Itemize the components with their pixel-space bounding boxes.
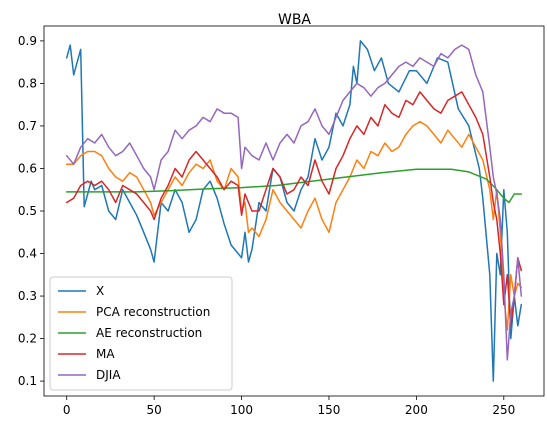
x-tick-label: 50: [146, 403, 161, 417]
x-axis: 0 50 100 150 200 250: [63, 396, 515, 417]
y-tick-label: 0.6: [18, 161, 37, 175]
legend-label: X: [96, 284, 104, 298]
x-tick-label: 0: [63, 403, 71, 417]
series-line-2: [65, 168, 523, 204]
y-tick-label: 0.5: [18, 204, 37, 218]
x-tick-label: 200: [405, 403, 428, 417]
y-tick-label: 0.3: [18, 289, 37, 303]
series-line-1: [65, 120, 523, 331]
y-axis: 0.1 0.2 0.3 0.4 0.5 0.6 0.7 0.8 0.9: [18, 34, 44, 388]
x-tick-label: 100: [230, 403, 253, 417]
legend-label: AE reconstruction: [96, 326, 202, 340]
y-tick-label: 0.9: [18, 34, 37, 48]
x-tick-label: 150: [318, 403, 341, 417]
legend-label: MA: [96, 347, 115, 361]
y-tick-label: 0.4: [18, 247, 37, 261]
legend: X PCA reconstruction AE reconstruction MA DJ…: [49, 276, 233, 391]
series-line-3: [65, 91, 523, 327]
plot-area: [65, 40, 523, 382]
x-tick-label: 250: [492, 403, 515, 417]
series-line-4: [65, 44, 523, 361]
legend-label: DJIA: [96, 368, 121, 382]
y-tick-label: 0.8: [18, 76, 37, 90]
legend-box: [49, 276, 233, 391]
y-tick-label: 0.2: [18, 332, 37, 346]
chart-title: WBA: [278, 12, 311, 28]
y-tick-label: 0.7: [18, 119, 37, 133]
legend-label: PCA reconstruction: [96, 305, 210, 319]
y-tick-label: 0.1: [18, 374, 37, 388]
